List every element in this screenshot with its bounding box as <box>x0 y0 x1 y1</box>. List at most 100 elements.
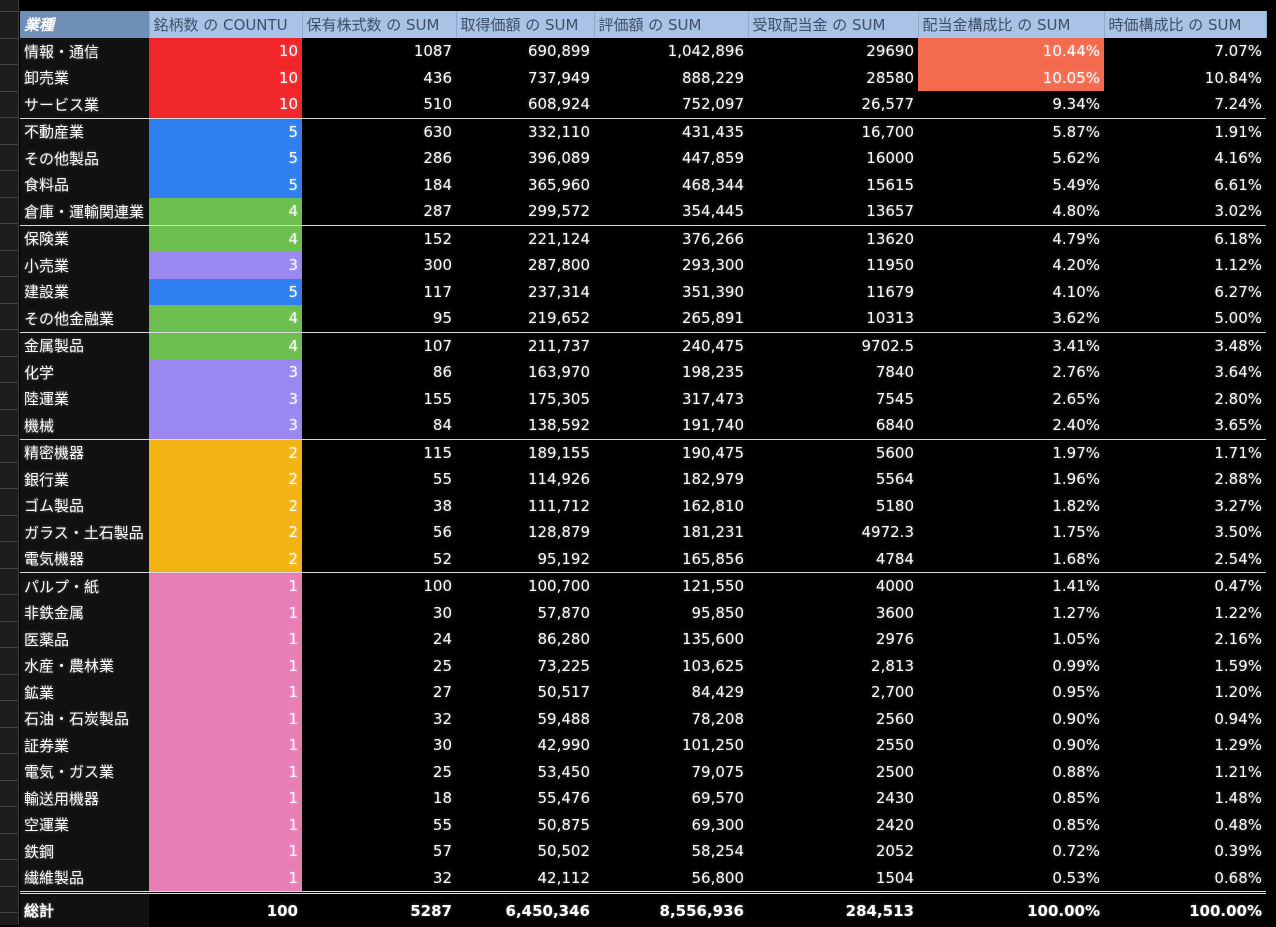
shares-cell[interactable]: 155 <box>302 386 456 413</box>
dividend-cell[interactable]: 2430 <box>748 785 918 812</box>
shares-cell[interactable]: 25 <box>302 653 456 680</box>
market-ratio-cell[interactable]: 0.48% <box>1104 812 1266 839</box>
shares-cell[interactable]: 27 <box>302 679 456 706</box>
shares-cell[interactable]: 25 <box>302 759 456 786</box>
cost-cell[interactable]: 73,225 <box>456 653 594 680</box>
market-ratio-cell[interactable]: 2.16% <box>1104 626 1266 653</box>
dividend-cell[interactable]: 2550 <box>748 732 918 759</box>
shares-cell[interactable]: 100 <box>302 573 456 600</box>
market-ratio-cell[interactable]: 5.00% <box>1104 305 1266 332</box>
market-ratio-cell[interactable]: 2.88% <box>1104 466 1266 493</box>
dividend-ratio-cell[interactable]: 1.41% <box>918 573 1104 600</box>
count-cell[interactable]: 1 <box>149 626 302 653</box>
cost-cell[interactable]: 690,899 <box>456 38 594 65</box>
market-ratio-cell[interactable]: 1.22% <box>1104 600 1266 627</box>
industry-cell[interactable]: 医薬品 <box>20 626 149 653</box>
value-cell[interactable]: 95,850 <box>594 600 748 627</box>
shares-cell[interactable]: 55 <box>302 466 456 493</box>
market-ratio-cell[interactable]: 2.54% <box>1104 546 1266 573</box>
industry-cell[interactable]: サービス業 <box>20 91 149 118</box>
industry-cell[interactable]: 非鉄金属 <box>20 600 149 627</box>
dividend-ratio-cell[interactable]: 5.87% <box>918 118 1104 145</box>
value-cell[interactable]: 888,229 <box>594 65 748 92</box>
dividend-ratio-cell[interactable]: 4.80% <box>918 198 1104 225</box>
shares-cell[interactable]: 18 <box>302 785 456 812</box>
value-cell[interactable]: 181,231 <box>594 519 748 546</box>
count-cell[interactable]: 10 <box>149 91 302 118</box>
dividend-cell[interactable]: 5564 <box>748 466 918 493</box>
industry-cell[interactable]: 食料品 <box>20 172 149 199</box>
count-cell[interactable]: 5 <box>149 172 302 199</box>
count-cell[interactable]: 1 <box>149 759 302 786</box>
dividend-ratio-cell[interactable]: 1.97% <box>918 439 1104 466</box>
market-ratio-cell[interactable]: 1.59% <box>1104 653 1266 680</box>
count-cell[interactable]: 2 <box>149 493 302 520</box>
market-ratio-cell[interactable]: 1.29% <box>1104 732 1266 759</box>
industry-cell[interactable]: 不動産業 <box>20 118 149 145</box>
market-ratio-cell[interactable]: 0.68% <box>1104 865 1266 893</box>
count-cell[interactable]: 4 <box>149 225 302 252</box>
total-market-ratio[interactable]: 100.00% <box>1104 893 1266 927</box>
industry-cell[interactable]: ガラス・土石製品 <box>20 519 149 546</box>
dividend-ratio-cell[interactable]: 1.68% <box>918 546 1104 573</box>
value-cell[interactable]: 69,570 <box>594 785 748 812</box>
market-ratio-cell[interactable]: 4.16% <box>1104 145 1266 172</box>
industry-cell[interactable]: 化学 <box>20 359 149 386</box>
industry-cell[interactable]: 電気機器 <box>20 546 149 573</box>
cost-cell[interactable]: 299,572 <box>456 198 594 225</box>
industry-cell[interactable]: 繊維製品 <box>20 865 149 893</box>
dividend-cell[interactable]: 4000 <box>748 573 918 600</box>
dividend-cell[interactable]: 5180 <box>748 493 918 520</box>
total-dividend[interactable]: 284,513 <box>748 893 918 927</box>
shares-cell[interactable]: 286 <box>302 145 456 172</box>
cost-cell[interactable]: 55,476 <box>456 785 594 812</box>
header-market-ratio[interactable]: 時価構成比 の SUM <box>1104 11 1266 38</box>
count-cell[interactable]: 1 <box>149 785 302 812</box>
industry-cell[interactable]: 機械 <box>20 412 149 439</box>
total-value[interactable]: 8,556,936 <box>594 893 748 927</box>
count-cell[interactable]: 5 <box>149 118 302 145</box>
shares-cell[interactable]: 56 <box>302 519 456 546</box>
industry-cell[interactable]: 輸送用機器 <box>20 785 149 812</box>
shares-cell[interactable]: 38 <box>302 493 456 520</box>
shares-cell[interactable]: 30 <box>302 732 456 759</box>
count-cell[interactable]: 10 <box>149 65 302 92</box>
header-industry[interactable]: 業種 <box>20 11 149 38</box>
cost-cell[interactable]: 42,990 <box>456 732 594 759</box>
dividend-ratio-cell[interactable]: 1.75% <box>918 519 1104 546</box>
market-ratio-cell[interactable]: 0.47% <box>1104 573 1266 600</box>
count-cell[interactable]: 1 <box>149 573 302 600</box>
count-cell[interactable]: 2 <box>149 519 302 546</box>
value-cell[interactable]: 135,600 <box>594 626 748 653</box>
count-cell[interactable]: 1 <box>149 812 302 839</box>
value-cell[interactable]: 1,042,896 <box>594 38 748 65</box>
dividend-cell[interactable]: 2,813 <box>748 653 918 680</box>
dividend-ratio-cell[interactable]: 0.90% <box>918 732 1104 759</box>
shares-cell[interactable]: 24 <box>302 626 456 653</box>
industry-cell[interactable]: 情報・通信 <box>20 38 149 65</box>
dividend-cell[interactable]: 29690 <box>748 38 918 65</box>
shares-cell[interactable]: 52 <box>302 546 456 573</box>
value-cell[interactable]: 78,208 <box>594 706 748 733</box>
shares-cell[interactable]: 630 <box>302 118 456 145</box>
dividend-cell[interactable]: 26,577 <box>748 91 918 118</box>
cost-cell[interactable]: 163,970 <box>456 359 594 386</box>
cost-cell[interactable]: 114,926 <box>456 466 594 493</box>
market-ratio-cell[interactable]: 7.07% <box>1104 38 1266 65</box>
dividend-ratio-cell[interactable]: 0.88% <box>918 759 1104 786</box>
cost-cell[interactable]: 175,305 <box>456 386 594 413</box>
header-dividend[interactable]: 受取配当金 の SUM <box>748 11 918 38</box>
dividend-ratio-cell[interactable]: 0.53% <box>918 865 1104 893</box>
dividend-ratio-cell[interactable]: 1.05% <box>918 626 1104 653</box>
market-ratio-cell[interactable]: 3.64% <box>1104 359 1266 386</box>
value-cell[interactable]: 121,550 <box>594 573 748 600</box>
shares-cell[interactable]: 107 <box>302 332 456 359</box>
total-count[interactable]: 100 <box>149 893 302 927</box>
cost-cell[interactable]: 86,280 <box>456 626 594 653</box>
dividend-ratio-cell[interactable]: 0.85% <box>918 812 1104 839</box>
count-cell[interactable]: 3 <box>149 359 302 386</box>
market-ratio-cell[interactable]: 6.18% <box>1104 225 1266 252</box>
value-cell[interactable]: 376,266 <box>594 225 748 252</box>
cost-cell[interactable]: 111,712 <box>456 493 594 520</box>
value-cell[interactable]: 101,250 <box>594 732 748 759</box>
